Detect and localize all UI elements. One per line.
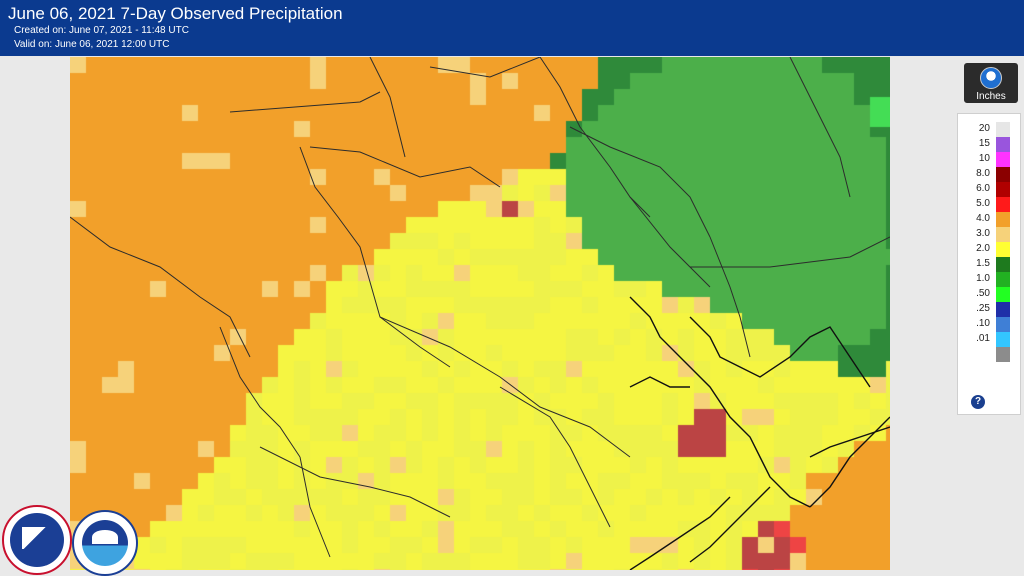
legend-label: .01 — [976, 333, 990, 344]
legend-swatch — [996, 332, 1010, 347]
legend-entry: 1.0 — [958, 272, 1020, 287]
legend-swatch — [996, 197, 1010, 212]
legend-label: .50 — [976, 288, 990, 299]
legend-entry: 6.0 — [958, 182, 1020, 197]
legend-label: 1.0 — [976, 273, 990, 284]
legend-units: Inches — [976, 91, 1006, 102]
legend-swatch — [996, 182, 1010, 197]
noaa-logo — [72, 510, 138, 576]
legend-swatch — [996, 152, 1010, 167]
legend-label: 2.0 — [976, 243, 990, 254]
legend-entry: 2.0 — [958, 242, 1020, 257]
legend-entry: .01 — [958, 332, 1020, 347]
legend-entry: 1.5 — [958, 257, 1020, 272]
precip-legend: 20 15 10 8.0 6.0 5.0 4.0 3.0 2.0 1.5 1.0 .50 .25 .10.… — [957, 113, 1021, 415]
legend-swatch — [996, 317, 1010, 332]
legend-label: 4.0 — [976, 213, 990, 224]
legend-entry: .50 — [958, 287, 1020, 302]
help-icon[interactable]: ? — [971, 395, 985, 409]
legend-label: 6.0 — [976, 183, 990, 194]
noaa-logo-bird — [92, 530, 118, 544]
legend-label: 3.0 — [976, 228, 990, 239]
legend-entry: 5.0 — [958, 197, 1020, 212]
legend-label: 5.0 — [976, 198, 990, 209]
nws-logo-bolt — [22, 527, 52, 549]
legend-swatch — [996, 287, 1010, 302]
legend-swatch — [996, 347, 1010, 362]
legend-entry: .25 — [958, 302, 1020, 317]
legend-label: 15 — [978, 138, 990, 149]
legend-entry: 3.0 — [958, 227, 1020, 242]
legend-label: .10 — [976, 318, 990, 329]
legend-swatch — [996, 167, 1010, 182]
legend-entry: 8.0 — [958, 167, 1020, 182]
legend-label: 8.0 — [976, 168, 990, 179]
legend-label: 1.5 — [976, 258, 990, 269]
legend-header: Inches — [964, 63, 1018, 103]
legend-swatch — [996, 137, 1010, 152]
legend-swatch — [996, 212, 1010, 227]
created-timestamp: Created on: June 07, 2021 - 11:48 UTC — [14, 25, 189, 36]
nws-logo — [2, 505, 72, 575]
boundary-lines — [70, 57, 890, 570]
page-title: June 06, 2021 7-Day Observed Precipitati… — [8, 4, 343, 23]
header-bar: June 06, 2021 7-Day Observed Precipitati… — [0, 0, 1024, 56]
legend-label: 20 — [978, 123, 990, 134]
legend-entry — [958, 347, 1020, 362]
noaa-icon — [980, 67, 1002, 89]
legend-entry: .10 — [958, 317, 1020, 332]
legend-swatch — [996, 257, 1010, 272]
legend-entry: 15 — [958, 137, 1020, 152]
precip-raster — [70, 57, 890, 570]
legend-entry: 4.0 — [958, 212, 1020, 227]
legend-entry: 20 — [958, 122, 1020, 137]
legend-label: 10 — [978, 153, 990, 164]
legend-entry: 10 — [958, 152, 1020, 167]
legend-swatch — [996, 122, 1010, 137]
legend-swatch — [996, 302, 1010, 317]
legend-label: .25 — [976, 303, 990, 314]
precipitation-map[interactable] — [70, 57, 890, 570]
valid-timestamp: Valid on: June 06, 2021 12:00 UTC — [14, 39, 170, 50]
legend-swatch — [996, 242, 1010, 257]
legend-swatch — [996, 272, 1010, 287]
legend-swatch — [996, 227, 1010, 242]
